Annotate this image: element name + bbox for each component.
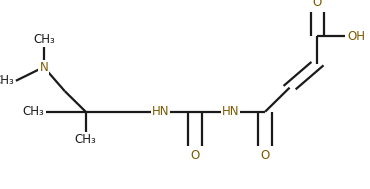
Text: O: O <box>313 0 322 9</box>
Text: CH₃: CH₃ <box>22 105 44 118</box>
Text: O: O <box>191 149 200 162</box>
Text: CH₃: CH₃ <box>75 133 97 146</box>
Text: HN: HN <box>152 105 169 118</box>
Text: CH₃: CH₃ <box>33 33 55 46</box>
Text: CH₃: CH₃ <box>0 74 14 87</box>
Text: O: O <box>260 149 270 162</box>
Text: HN: HN <box>222 105 239 118</box>
Text: OH: OH <box>347 30 365 43</box>
Text: N: N <box>40 60 48 74</box>
